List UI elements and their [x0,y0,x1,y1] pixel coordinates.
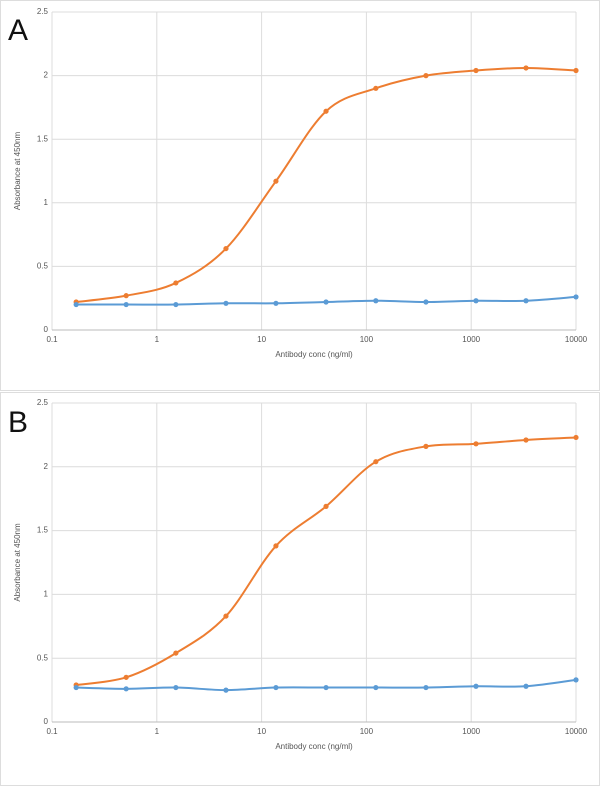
data-point [473,67,479,74]
data-point [423,684,429,691]
y-axis-title: Absorbance at 450nm [13,132,22,211]
x-tick-label: 1000 [462,335,480,344]
data-point [223,245,229,252]
panel-label: B [8,406,28,439]
data-point [173,280,179,286]
x-tick-label: 100 [360,335,374,344]
data-point [223,687,229,693]
data-point [573,294,579,300]
y-tick-label: 0.5 [37,262,49,271]
x-tick-label: 10 [257,727,266,736]
y-tick-label: 2 [44,462,49,471]
data-point [373,459,379,465]
x-tick-label: 0.1 [46,335,58,344]
series-line [76,66,577,304]
x-tick-label: 1000 [462,727,480,736]
x-tick-label: 10000 [565,727,588,736]
series-line [75,436,577,686]
data-point [473,441,479,447]
x-axis-title: Antibody conc (ng/ml) [275,742,353,751]
data-point [123,674,129,680]
data-point [573,434,579,441]
data-point [223,613,229,619]
data-point [123,301,129,308]
data-point [323,108,329,114]
data-point [223,300,229,306]
data-point [73,684,79,691]
data-point [273,543,279,549]
data-point [573,677,579,683]
data-point [73,301,79,308]
y-tick-label: 1 [44,590,49,599]
data-point [373,298,379,304]
data-point [273,178,279,184]
data-point [473,298,479,304]
y-tick-label: 0 [44,325,49,334]
data-point [373,684,379,691]
data-point [523,65,529,71]
y-tick-label: 1.5 [37,526,49,535]
x-tick-label: 0.1 [46,727,58,736]
panel-label: A [8,14,28,47]
data-point [273,684,279,691]
data-point [323,684,329,691]
panel-frame [0,392,600,786]
data-point [173,684,179,691]
x-tick-label: 1 [155,727,160,736]
data-point [423,299,429,305]
data-point [523,437,529,443]
data-point [323,503,329,509]
data-point [523,298,529,304]
data-point [123,293,129,299]
chart-panel: 0 0.5 1 1.5 2 2.5 0.1 1 10 100 1000 10000 Antibody c… [0,392,600,786]
data-point [273,300,279,306]
data-point [173,301,179,308]
y-tick-label: 2 [44,71,49,80]
chart-panel: 0 0.5 1 1.5 2 2.5 0.1 1 10 100 1000 10000 Antibody c… [0,0,600,391]
y-tick-label: 2.5 [37,398,49,407]
x-tick-label: 1 [155,335,160,344]
data-point [573,67,579,74]
data-point [423,443,429,449]
data-point [523,683,529,689]
panel-frame [0,0,600,391]
data-point [473,683,479,689]
data-point [123,686,129,692]
y-tick-label: 0.5 [37,653,49,662]
x-axis-title: Antibody conc (ng/ml) [275,350,353,359]
data-point [423,73,429,79]
x-tick-label: 100 [360,727,374,736]
data-point [323,299,329,305]
x-tick-label: 10 [257,335,266,344]
y-tick-label: 1 [44,198,49,207]
y-tick-label: 1.5 [37,134,49,143]
y-axis-title: Absorbance at 450nm [13,523,22,602]
y-tick-label: 2.5 [37,7,49,16]
data-point [173,650,179,656]
data-point [373,85,379,91]
x-tick-label: 10000 [565,335,588,344]
y-tick-label: 0 [44,717,49,726]
